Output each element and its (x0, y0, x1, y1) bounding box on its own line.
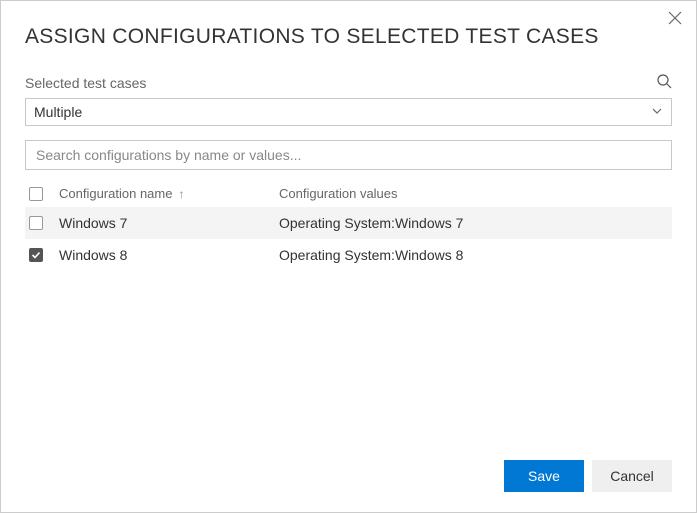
search-box (25, 140, 672, 170)
select-all-checkbox[interactable] (29, 187, 43, 201)
close-icon[interactable] (668, 11, 682, 29)
search-icon[interactable] (656, 73, 672, 92)
config-values: Operating System:Windows 7 (279, 215, 672, 231)
row-checkbox[interactable] (29, 216, 43, 230)
chevron-down-icon (651, 104, 663, 120)
column-values-label: Configuration values (279, 186, 398, 201)
cancel-button[interactable]: Cancel (592, 460, 672, 492)
selected-cases-row: Selected test cases (25, 73, 672, 92)
config-values: Operating System:Windows 8 (279, 247, 672, 263)
table-header: Configuration name ↑ Configuration value… (25, 180, 672, 207)
row-checkbox[interactable] (29, 248, 43, 262)
dialog-footer: Save Cancel (504, 460, 672, 492)
table-row[interactable]: Windows 8Operating System:Windows 8 (25, 239, 672, 271)
column-header-values[interactable]: Configuration values (279, 186, 672, 201)
assign-configurations-dialog: ASSIGN CONFIGURATIONS TO SELECTED TEST C… (0, 0, 697, 513)
config-name: Windows 8 (59, 247, 279, 263)
column-header-name[interactable]: Configuration name ↑ (59, 186, 279, 201)
save-button[interactable]: Save (504, 460, 584, 492)
dialog-title: ASSIGN CONFIGURATIONS TO SELECTED TEST C… (25, 25, 672, 49)
search-input[interactable] (34, 146, 663, 164)
table-row[interactable]: Windows 7Operating System:Windows 7 (25, 207, 672, 239)
dropdown-value: Multiple (34, 104, 82, 120)
selected-cases-dropdown[interactable]: Multiple (25, 98, 672, 126)
selected-cases-label: Selected test cases (25, 75, 146, 91)
sort-ascending-icon: ↑ (178, 187, 184, 201)
config-name: Windows 7 (59, 215, 279, 231)
column-name-label: Configuration name (59, 186, 172, 201)
configurations-table: Configuration name ↑ Configuration value… (25, 180, 672, 271)
